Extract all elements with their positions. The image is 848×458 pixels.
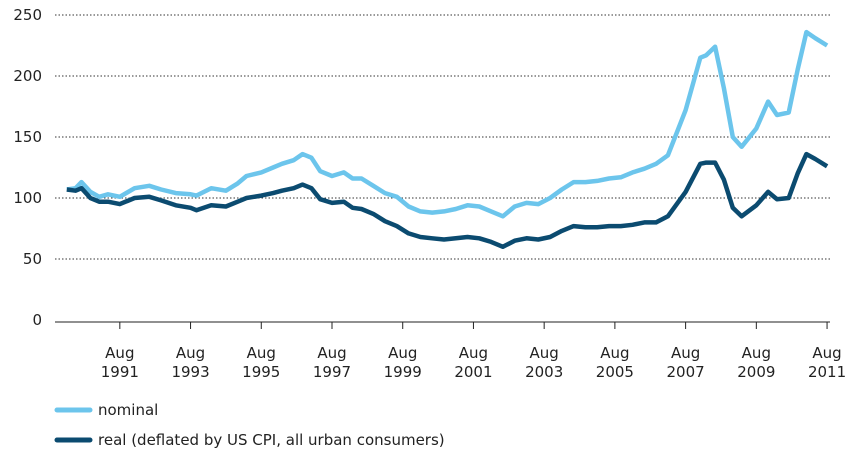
x-tick-label: Aug 2007 — [667, 344, 705, 381]
x-tick-label: Aug 1999 — [384, 344, 422, 381]
x-tick-label: Aug 1997 — [313, 344, 351, 381]
line — [66, 151, 829, 250]
x-tick-label: Aug 1993 — [171, 344, 209, 381]
x-tick-label: Aug 2001 — [454, 344, 492, 381]
line — [66, 29, 829, 219]
y-tick-label: 200 — [13, 67, 42, 85]
x-tick-label: Aug 1991 — [101, 344, 139, 381]
x-tick-label: Aug 2011 — [808, 344, 846, 381]
x-tick-label: Aug 2009 — [737, 344, 775, 381]
x-tick-label: Aug 2003 — [525, 344, 563, 381]
legend-label: real (deflated by US CPI, all urban cons… — [98, 431, 445, 449]
y-tick-label: 0 — [32, 311, 42, 329]
y-tick-label: 150 — [13, 128, 42, 146]
legend-label: nominal — [98, 401, 158, 419]
y-tick-label: 250 — [13, 6, 42, 24]
x-tick-label: Aug 2005 — [596, 344, 634, 381]
y-tick-label: 50 — [23, 250, 42, 268]
x-tick-label: Aug 1995 — [242, 344, 280, 381]
y-tick-label: 100 — [13, 189, 42, 207]
